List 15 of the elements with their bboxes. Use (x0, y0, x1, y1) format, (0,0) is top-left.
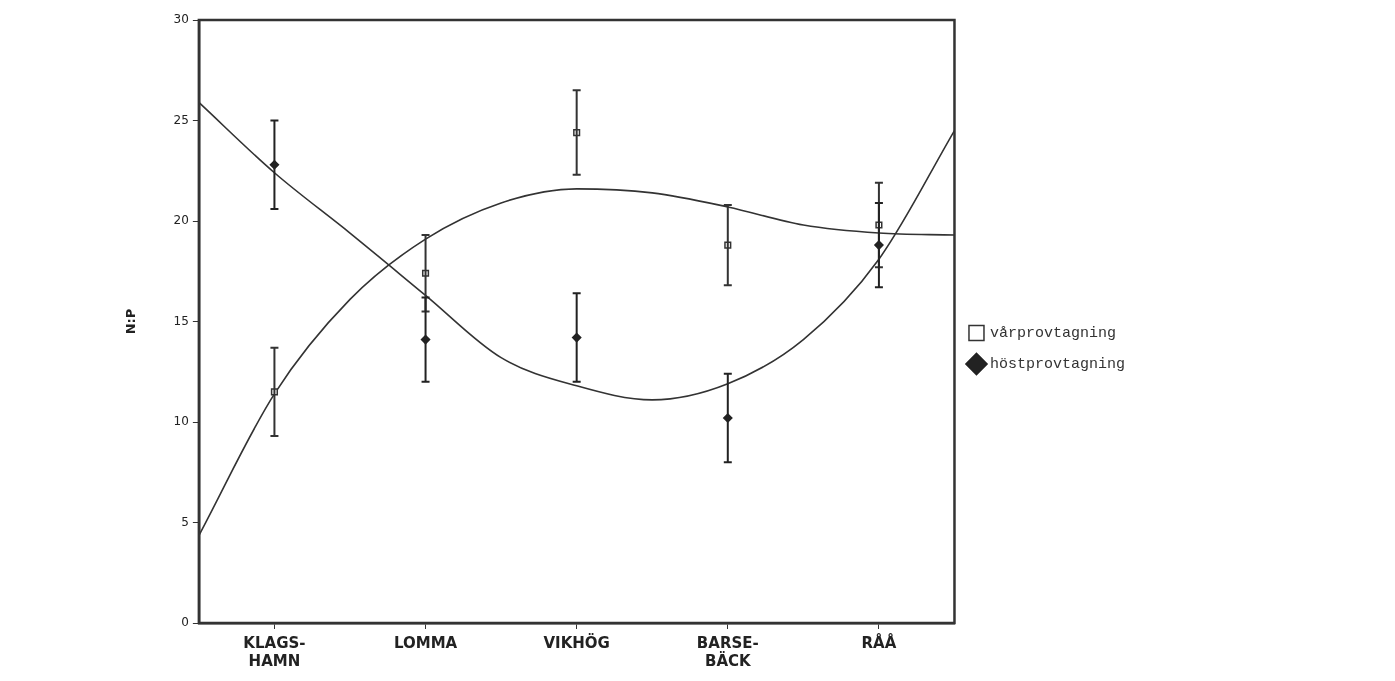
y-axis-title: N:P (123, 308, 139, 335)
x-tick-label: LOMMA (393, 633, 458, 652)
legend-label: höstprovtagning (989, 355, 1126, 373)
x-tick-label: RÅÅ (861, 632, 897, 652)
y-tick-label: 25 (173, 112, 189, 127)
legend-label: vårprovtagning (989, 324, 1117, 342)
y-tick-label: 30 (173, 12, 189, 27)
y-tick-label: 20 (173, 213, 189, 228)
x-tick-label: VIKHÖG (543, 632, 610, 652)
y-tick-label: 5 (181, 514, 189, 529)
y-tick-label: 0 (181, 615, 189, 630)
x-tick-label: BARSE- BÄCK (696, 633, 759, 670)
y-tick-label: 10 (173, 414, 189, 429)
y-tick-label: 15 (173, 313, 189, 328)
x-tick-label: KLAGS- HAMN (243, 633, 306, 670)
